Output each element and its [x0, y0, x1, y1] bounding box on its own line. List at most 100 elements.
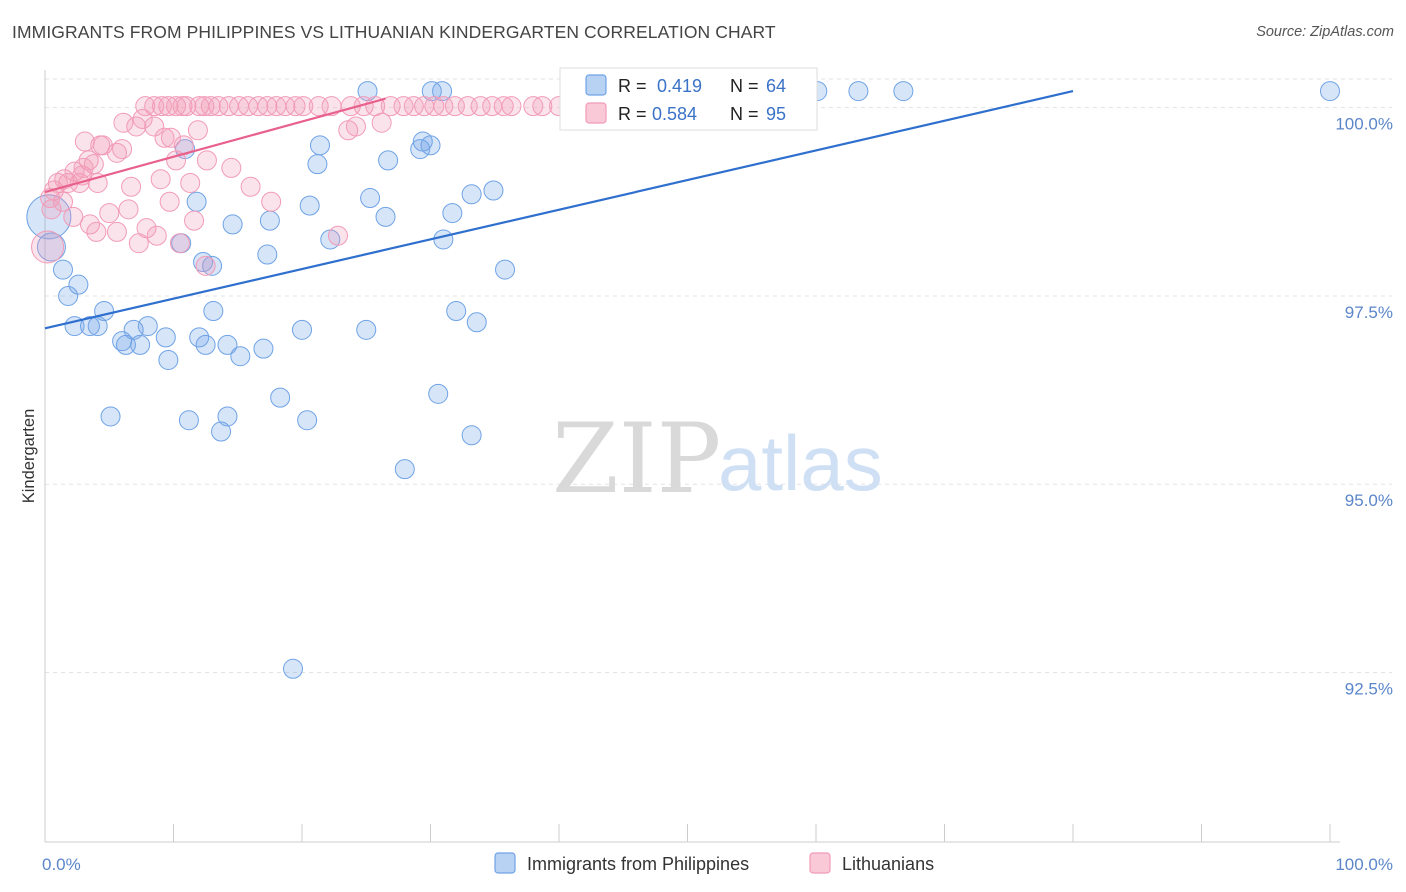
point-lithuanians-76: [99, 203, 120, 224]
point-lithuanians-19: [144, 116, 165, 137]
gridlines: [45, 78, 1392, 674]
legend-swatch-lithuanians: [585, 102, 607, 124]
point-philippines-30: [433, 229, 454, 250]
point-lithuanians-23: [159, 191, 180, 212]
point-lithuanians-60: [532, 96, 553, 117]
point-philippines-64: [394, 459, 415, 480]
point-philippines-38: [299, 195, 320, 216]
point-philippines-2: [52, 259, 73, 280]
point-lithuanians-85: [195, 255, 216, 276]
point-philippines-26: [495, 259, 516, 280]
chart-source: Source: ZipAtlas.com: [1256, 24, 1394, 40]
point-lithuanians-69: [166, 96, 187, 117]
chart-title: IMMIGRANTS FROM PHILIPPINES VS LITHUANIA…: [12, 22, 776, 42]
point-lithuanians-73: [52, 191, 73, 212]
bottom-legend-label-lithuanians: Lithuanians: [842, 854, 934, 874]
point-philippines-13: [130, 334, 151, 355]
x-tick-label-1: 100.0%: [1335, 855, 1393, 874]
bottom-legend-swatch-lithuanians: [809, 852, 831, 874]
point-lithuanians-82: [128, 233, 149, 254]
point-philippines-60: [270, 387, 291, 408]
y-tick-label-1: 95.0%: [1345, 491, 1393, 510]
point-lithuanians-72: [41, 199, 62, 220]
point-philippines-1: [36, 232, 66, 262]
point-philippines-54: [893, 81, 914, 102]
point-philippines-27: [461, 184, 482, 205]
point-lithuanians-88: [261, 191, 282, 212]
point-philippines-63: [461, 425, 482, 446]
point-lithuanians-52: [433, 96, 454, 117]
point-lithuanians-92: [74, 131, 95, 152]
legend-n-label-lithuanians: N =: [730, 104, 759, 124]
watermark: ZIP atlas: [552, 403, 883, 515]
point-lithuanians-20: [154, 127, 175, 148]
point-lithuanians-18: [132, 108, 153, 129]
legend: R = 0.419 N = 64 R = 0.584 N = 95: [559, 67, 818, 131]
legend-r-label-philippines: R =: [618, 76, 647, 96]
point-philippines-28: [483, 180, 504, 201]
y-tick-label-0: 92.5%: [1345, 680, 1393, 699]
point-philippines-59: [217, 406, 238, 427]
trend-line-philippines: [44, 90, 1074, 330]
point-philippines-62: [428, 383, 449, 404]
point-lithuanians-16: [113, 112, 134, 133]
point-philippines-42: [186, 191, 207, 212]
point-philippines-10: [137, 316, 158, 337]
point-lithuanians-51: [424, 96, 445, 117]
point-philippines-37: [309, 135, 330, 156]
point-lithuanians-27: [187, 120, 208, 141]
point-lithuanians-40: [285, 96, 306, 117]
point-philippines-8: [87, 316, 108, 337]
legend-r-label-lithuanians: R =: [618, 104, 647, 124]
trend-lines: [44, 90, 1074, 330]
point-philippines-17: [189, 327, 210, 348]
point-philippines-57: [178, 410, 199, 431]
point-philippines-48: [307, 154, 328, 175]
point-lithuanians-15: [112, 139, 133, 160]
point-lithuanians-79: [146, 225, 167, 246]
point-lithuanians-86: [221, 157, 242, 178]
point-lithuanians-41: [293, 96, 314, 117]
point-philippines-29: [442, 203, 463, 224]
point-philippines-23: [356, 319, 377, 340]
point-philippines-18: [203, 301, 224, 322]
point-lithuanians-37: [257, 96, 278, 117]
point-lithuanians-59: [523, 96, 544, 117]
point-philippines-39: [257, 244, 278, 265]
point-philippines-21: [253, 338, 274, 359]
point-lithuanians-95: [121, 176, 142, 197]
point-lithuanians-66: [144, 96, 165, 117]
point-lithuanians-31: [200, 96, 221, 117]
point-philippines-47: [375, 206, 396, 227]
point-lithuanians-83: [169, 233, 190, 254]
point-philippines-56: [100, 406, 121, 427]
y-tick-label-3: 100.0%: [1335, 115, 1393, 134]
point-lithuanians-58: [501, 96, 522, 117]
legend-n-label-philippines: N =: [730, 76, 759, 96]
point-lithuanians-36: [248, 96, 269, 117]
point-philippines-36: [410, 139, 431, 160]
point-philippines-3: [58, 285, 79, 306]
point-lithuanians-81: [86, 221, 107, 242]
point-lithuanians-71: [176, 96, 197, 117]
point-lithuanians-0: [31, 230, 65, 264]
legend-r-value-lithuanians: 0.584: [652, 104, 697, 124]
point-lithuanians-28: [196, 150, 217, 171]
point-philippines-45: [202, 255, 223, 276]
bottom-legend: Immigrants from Philippines Lithuanians: [494, 852, 934, 874]
point-philippines-19: [217, 334, 238, 355]
point-philippines-55: [1320, 81, 1340, 102]
point-lithuanians-32: [208, 96, 229, 117]
x-tick-label-0: 0.0%: [42, 855, 81, 874]
point-lithuanians-67: [151, 96, 172, 117]
point-philippines-12: [115, 334, 136, 355]
point-philippines-22: [292, 319, 312, 340]
tick-labels: 92.5% 95.0% 97.5% 100.0% 0.0% 100.0%: [42, 115, 1393, 874]
point-philippines-20: [230, 346, 251, 367]
point-philippines-15: [155, 327, 176, 348]
point-philippines-32: [360, 188, 381, 209]
point-philippines-58: [211, 421, 232, 442]
point-lithuanians-80: [106, 221, 127, 242]
point-lithuanians-57: [493, 96, 514, 117]
y-tick-label-2: 97.5%: [1345, 303, 1393, 322]
